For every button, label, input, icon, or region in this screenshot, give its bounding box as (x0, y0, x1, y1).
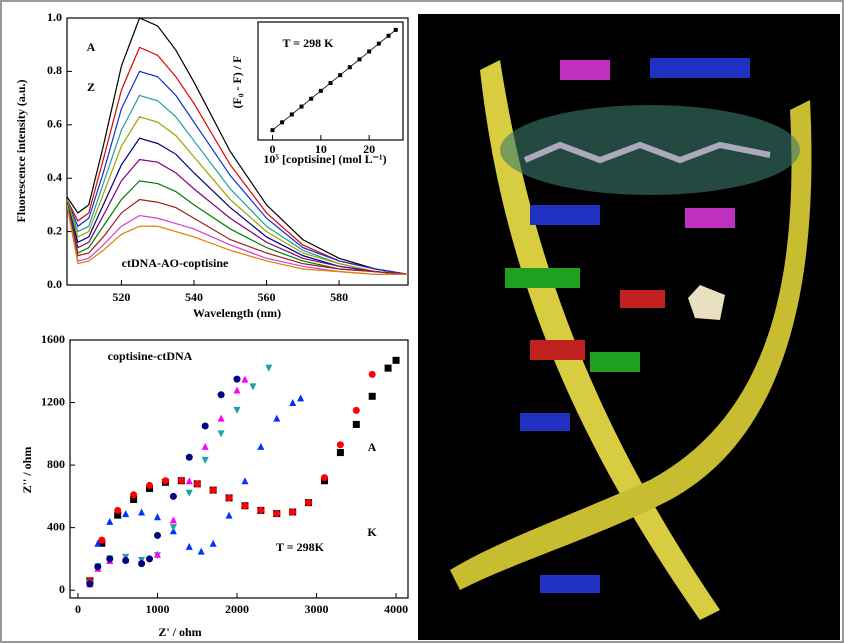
marker (146, 482, 153, 489)
y-tick-label: 0.0 (47, 277, 62, 291)
marker (329, 81, 333, 85)
base (590, 352, 640, 372)
chart: 0 1000 2000 3000 4000 0 400 800 1200 1600 Z' / ohm… (20, 332, 408, 639)
marker (271, 128, 275, 132)
annotation: Z (87, 80, 95, 94)
marker (358, 57, 362, 61)
marker (154, 532, 161, 539)
marker (170, 493, 177, 500)
marker (130, 491, 137, 498)
x-tick-label: 1000 (145, 602, 169, 616)
x-tick-label: 560 (258, 290, 276, 304)
marker (348, 65, 352, 69)
base (685, 208, 735, 228)
y-tick-label: 1600 (41, 332, 65, 346)
x-tick-label: 580 (330, 290, 348, 304)
base (530, 340, 585, 360)
y-tick-label: 1.0 (47, 10, 62, 24)
marker (338, 73, 342, 77)
marker (94, 563, 101, 570)
annotation: K (367, 525, 377, 539)
marker (86, 580, 93, 587)
marker (367, 50, 371, 54)
annotation: A (87, 40, 96, 54)
marker (194, 480, 201, 487)
y-tick-label: 800 (47, 457, 65, 471)
figure: 520 540 560 580 0.0 0.2 0.4 0.6 0.8 1.0 Wavelength… (0, 0, 844, 643)
marker (241, 502, 248, 509)
annotation: A (368, 440, 377, 454)
base (620, 290, 665, 308)
marker (394, 28, 398, 32)
marker (353, 407, 360, 414)
marker (319, 89, 323, 93)
annotation: T = 298 K (283, 36, 335, 50)
base (505, 268, 580, 288)
marker (122, 557, 129, 564)
marker (186, 454, 193, 461)
marker (218, 391, 225, 398)
x-tick-label: 520 (112, 290, 130, 304)
y-axis-label: (F₀ - F) / F (230, 56, 244, 109)
base (560, 60, 610, 80)
x-tick-label: 3000 (305, 602, 329, 616)
x-tick-label: 4000 (384, 602, 408, 616)
marker (309, 97, 313, 101)
marker (353, 421, 360, 428)
marker (106, 555, 113, 562)
annotation: ctDNA-AO-coptisine (122, 256, 229, 270)
y-tick-label: 0.4 (47, 170, 62, 184)
marker (321, 474, 328, 481)
x-axis-label: Z' / ohm (158, 625, 201, 639)
marker (162, 477, 169, 484)
x-axis-label: Wavelength (nm) (193, 306, 281, 320)
marker (146, 555, 153, 562)
marker (273, 510, 280, 517)
y-tick-label: 0 (59, 582, 65, 596)
marker (280, 120, 284, 124)
annotation: T = 298K (276, 540, 325, 554)
marker (300, 105, 304, 109)
marker (385, 365, 392, 372)
marker (369, 393, 376, 400)
marker (369, 371, 376, 378)
marker (226, 494, 233, 501)
marker (202, 423, 209, 430)
y-axis-label: Z'' / ohm (20, 447, 34, 494)
marker (98, 537, 105, 544)
base (540, 575, 600, 593)
marker (178, 477, 185, 484)
marker (337, 449, 344, 456)
molecular-model (418, 14, 840, 640)
x-tick-label: 2000 (225, 602, 249, 616)
base (520, 413, 570, 431)
y-tick-label: 0.2 (47, 223, 62, 237)
marker (290, 112, 294, 116)
marker (337, 441, 344, 448)
marker (210, 487, 217, 494)
base (650, 58, 750, 78)
marker (387, 34, 391, 38)
y-axis-label: Fluorescence intensity (a.u.) (14, 79, 28, 222)
y-tick-label: 1200 (41, 394, 65, 408)
marker (377, 42, 381, 46)
x-tick-label: 0 (75, 602, 81, 616)
marker (138, 560, 145, 567)
x-axis-label: 10⁵ [coptisine] (mol L⁻¹) (263, 152, 386, 166)
marker (257, 507, 264, 514)
marker (289, 509, 296, 516)
y-tick-label: 0.6 (47, 117, 62, 131)
annotation: coptisine-ctDNA (108, 349, 193, 363)
marker (393, 357, 400, 364)
x-tick-label: 540 (185, 290, 203, 304)
marker (305, 499, 312, 506)
marker (234, 376, 241, 383)
base (530, 205, 600, 225)
y-tick-label: 0.8 (47, 63, 62, 77)
marker (114, 507, 121, 514)
y-tick-label: 400 (47, 519, 65, 533)
